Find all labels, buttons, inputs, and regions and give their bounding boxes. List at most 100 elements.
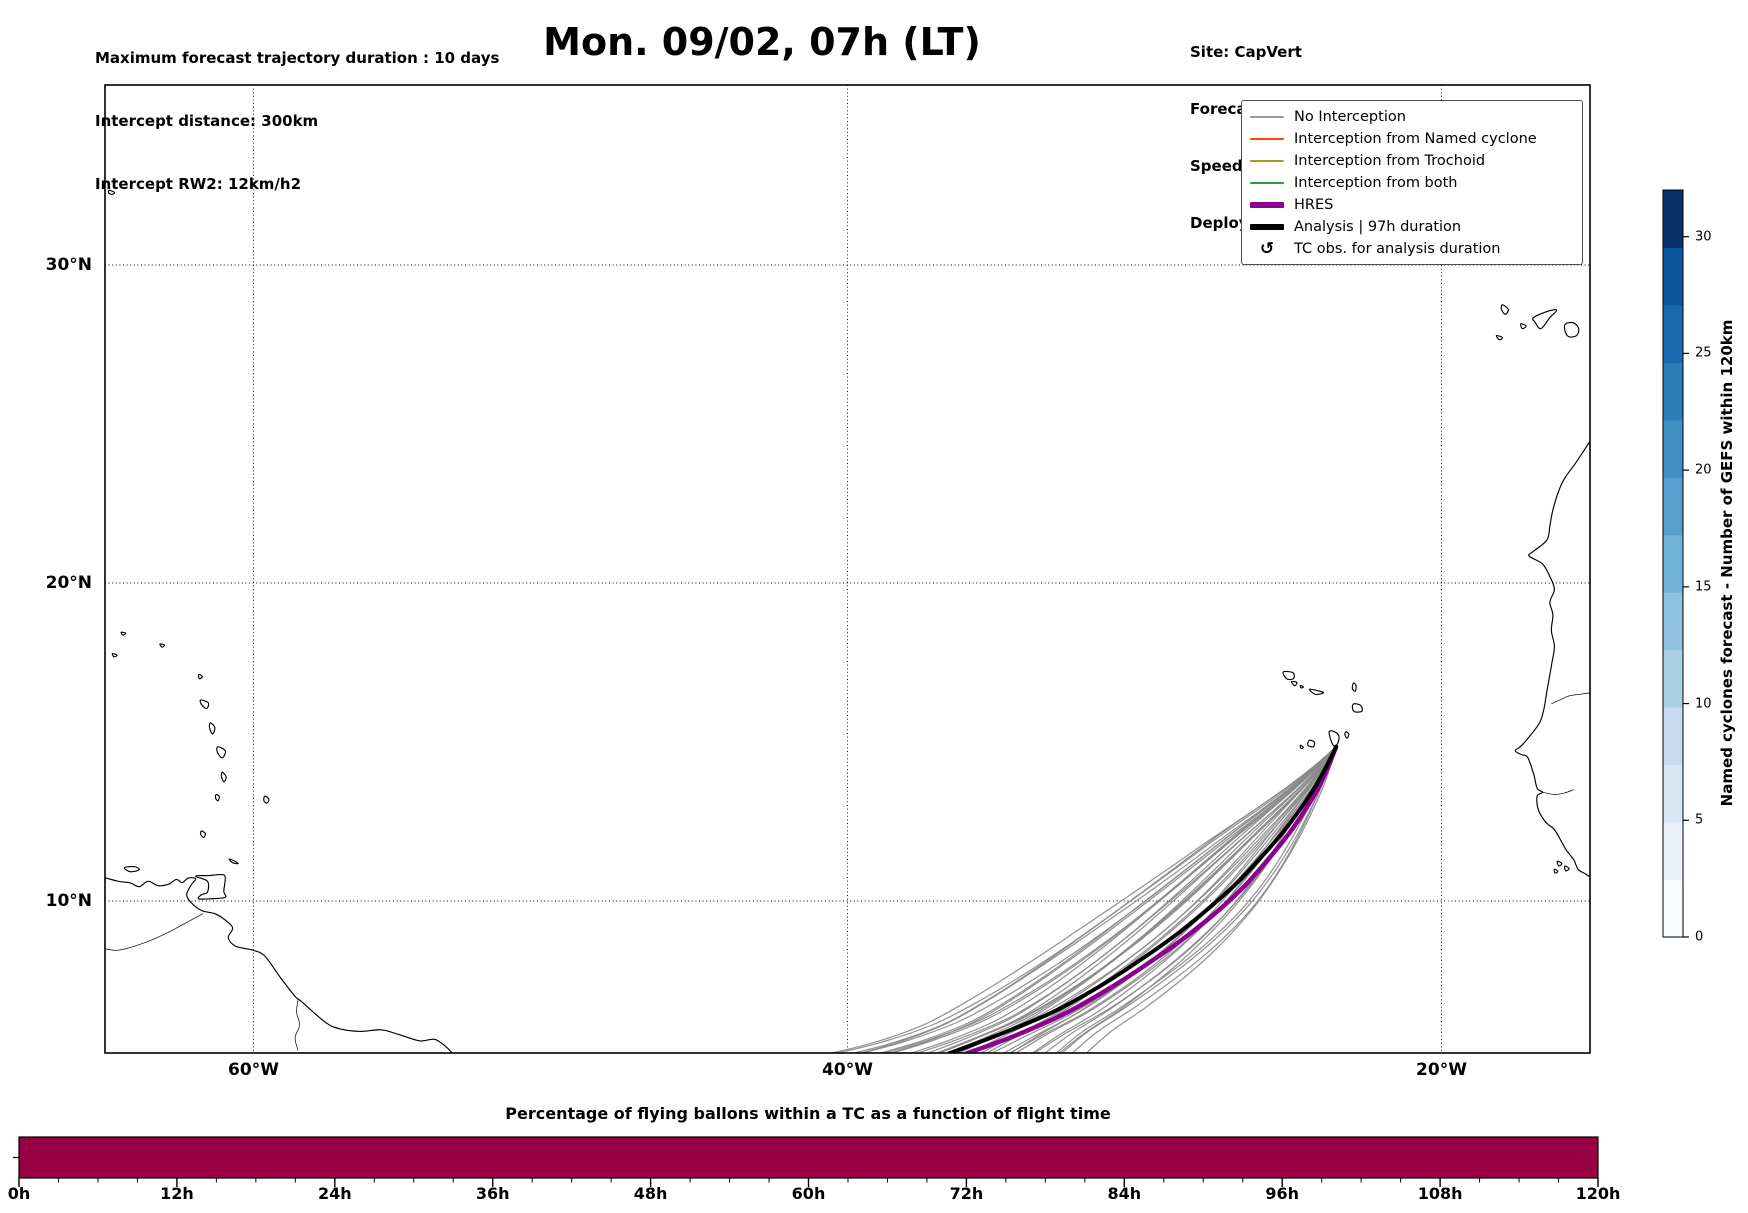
coastline-cv-sal [1351, 682, 1357, 692]
gefs-member-trajectory[interactable] [848, 746, 1337, 1057]
coastline-cv-santiago [1328, 730, 1340, 747]
gefs-member-trajectory[interactable] [928, 746, 1337, 1057]
run-settings-block: Maximum forecast trajectory duration : 1… [95, 6, 499, 237]
gefs-member-trajectory[interactable] [927, 746, 1337, 1057]
coastline-cv-santo-antao [1282, 670, 1295, 681]
coastline-st-lucia [220, 771, 227, 783]
gefs-member-trajectory[interactable] [866, 746, 1337, 1057]
coastline-canary-gomera [1520, 323, 1527, 330]
legend-item[interactable]: Analysis | 97h duration [1250, 216, 1572, 238]
analysis-trajectory[interactable] [946, 744, 1339, 1054]
map-border [104, 84, 1591, 1054]
ytick-label-30: 30°N [45, 255, 92, 275]
colorbar-segment [1663, 477, 1683, 536]
coastlines-layer [105, 189, 1590, 1053]
site-text: Site: CapVert [1190, 43, 1302, 61]
colorbar-segment [1663, 362, 1683, 421]
gefs-member-trajectory[interactable] [980, 746, 1337, 1057]
colorbar-tick-label: 25 [1695, 345, 1712, 361]
gefs-member-trajectory[interactable] [1040, 746, 1337, 1057]
hour-tick-label: 12h [160, 1184, 194, 1203]
hour-tick-label: 108h [1417, 1184, 1463, 1203]
gefs-member-trajectory[interactable] [1003, 746, 1337, 1057]
coastline-canary-gran-canaria [1563, 321, 1580, 338]
legend-line-sample [1250, 224, 1284, 230]
legend-item-label: TC obs. for analysis duration [1294, 241, 1501, 257]
hour-tick-label: 72h [949, 1184, 984, 1203]
coastline-canary-palma [1500, 304, 1509, 315]
page-title: Mon. 09/02, 07h (LT) [543, 20, 981, 64]
gefs-member-trajectory[interactable] [985, 746, 1337, 1057]
coastline-dominica [208, 722, 216, 735]
gefs-member-trajectory[interactable] [900, 746, 1337, 1057]
ytick-label-20: 20°N [45, 573, 92, 593]
coastline-bijagos-2 [1563, 865, 1570, 872]
coastline-cv-fogo [1307, 739, 1316, 748]
colorbar-label: Named cyclones forecast - Number of GEFS… [1718, 319, 1736, 807]
colorbar-tick-label: 0 [1695, 929, 1704, 945]
hour-tick-label: 24h [317, 1184, 352, 1203]
legend-item-label: Interception from Trochoid [1294, 153, 1486, 169]
legend-item[interactable]: Interception from Named cyclone [1250, 128, 1572, 150]
coastline-margarita [123, 865, 140, 873]
hres-trajectory[interactable] [964, 744, 1339, 1054]
legend-item[interactable]: HRES [1250, 194, 1572, 216]
hour-tick-label: 36h [475, 1184, 510, 1203]
coastline-south-america [105, 877, 453, 1053]
legend-line-sample [1250, 138, 1284, 140]
coastline-bermuda [107, 189, 116, 195]
colorbar-segment [1663, 247, 1683, 306]
legend-item[interactable]: No Interception [1250, 106, 1572, 128]
bottom-bar-title: Percentage of flying ballons within a TC… [505, 1104, 1111, 1123]
percentage-bar-rect[interactable] [18, 1136, 1599, 1179]
legend-item[interactable]: Interception from Trochoid [1250, 150, 1572, 172]
colorbar-outline [1662, 189, 1684, 938]
colorbar-segment [1663, 879, 1683, 938]
xtick-label: 60°W [228, 1060, 279, 1080]
legend-item[interactable]: ↺ TC obs. for analysis duration [1250, 238, 1572, 260]
legend-item-label: Interception from Named cyclone [1294, 131, 1537, 147]
coastline-guadeloupe [199, 699, 210, 710]
hour-tick-label: 84h [1107, 1184, 1142, 1203]
coastline-canary-hierro [1495, 334, 1504, 341]
colorbar-segment [1663, 649, 1683, 708]
intercept-distance-text: Intercept distance: 300km [95, 112, 319, 130]
gefs-member-trajectory[interactable] [930, 746, 1337, 1057]
gefs-member-trajectory[interactable] [872, 746, 1337, 1057]
coastline-cv-boa-vista [1351, 703, 1363, 713]
hour-tick-label: 0h [7, 1184, 31, 1203]
trajectories-layer [828, 744, 1339, 1057]
colorbar-segment [1663, 764, 1683, 823]
legend-item-label: Interception from both [1294, 175, 1458, 191]
colorbar-segment [1663, 419, 1683, 478]
legend-item-label: Analysis | 97h duration [1294, 219, 1462, 235]
gefs-member-trajectory[interactable] [974, 746, 1337, 1057]
hour-tick-label: 96h [1265, 1184, 1300, 1203]
coastline-trinidad [195, 873, 227, 900]
coastline-grenada [199, 830, 207, 838]
coastline-st-croix [111, 652, 118, 658]
max-duration-text: Maximum forecast trajectory duration : 1… [95, 49, 500, 67]
gefs-member-trajectory[interactable] [1082, 746, 1337, 1057]
hour-tick-label: 48h [633, 1184, 668, 1203]
coastline-canary-tenerife [1532, 309, 1558, 330]
gefs-member-trajectory[interactable] [838, 746, 1337, 1057]
coastline-virgin-is [120, 631, 127, 636]
coastline-martinique [216, 746, 227, 759]
legend-line-sample [1250, 202, 1284, 208]
legend-line-sample [1250, 160, 1284, 162]
graticule [105, 85, 1590, 1053]
gefs-member-trajectory[interactable] [906, 746, 1337, 1057]
legend-item[interactable]: Interception from both [1250, 172, 1572, 194]
colorbar-segment [1663, 190, 1683, 248]
coastline-st-vincent [214, 793, 220, 802]
colorbar-segment [1663, 592, 1683, 651]
coastline-tobago [228, 858, 239, 865]
colorbar-segment [1663, 707, 1683, 766]
hour-tick-label: 60h [791, 1184, 826, 1203]
colorbar [1662, 189, 1689, 938]
ytick-label-10: 10°N [45, 891, 92, 911]
coastline-cv-santa-luzia [1299, 684, 1304, 689]
hour-tick-label: 120h [1575, 1184, 1621, 1203]
tc-percentage-bar [13, 1136, 1599, 1187]
